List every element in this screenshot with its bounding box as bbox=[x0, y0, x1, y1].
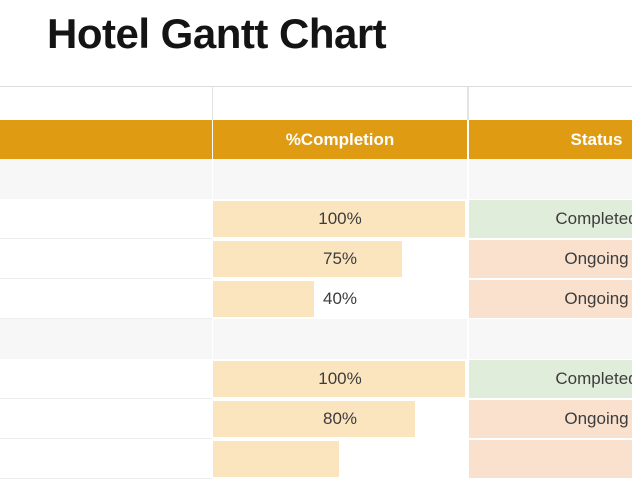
status-fill bbox=[469, 440, 632, 478]
table-row: 40% Ongoing bbox=[0, 279, 632, 319]
blank-cell[interactable] bbox=[469, 87, 632, 120]
task-cell[interactable] bbox=[0, 199, 212, 239]
status-value bbox=[469, 440, 632, 478]
section-row bbox=[0, 159, 632, 199]
status-fill: Ongoing bbox=[469, 240, 632, 278]
status-cell[interactable] bbox=[469, 159, 632, 199]
status-cell[interactable]: Ongoing bbox=[469, 399, 632, 439]
column-gridline bbox=[467, 359, 469, 399]
table-row: 80% Ongoing bbox=[0, 399, 632, 439]
completion-databar bbox=[213, 281, 314, 317]
completion-databar bbox=[213, 361, 465, 397]
completion-cell[interactable]: 100% bbox=[213, 199, 467, 239]
column-gridline bbox=[467, 399, 469, 439]
status-cell[interactable] bbox=[469, 319, 632, 359]
table-row: 100% Completed bbox=[0, 359, 632, 399]
column-gridline bbox=[212, 87, 213, 120]
task-cell[interactable] bbox=[0, 359, 212, 399]
column-gridline bbox=[467, 239, 469, 279]
section-row bbox=[0, 319, 632, 359]
table-row: 75% Ongoing bbox=[0, 239, 632, 279]
completion-value: 75% bbox=[322, 249, 358, 268]
column-gridline bbox=[212, 359, 213, 399]
completion-cell[interactable] bbox=[213, 319, 467, 359]
status-cell[interactable]: Completed bbox=[469, 359, 632, 399]
completion-cell[interactable]: 75% bbox=[213, 239, 467, 279]
table-body: 100% Completed 75% Ongoing 40% Ongoing 100% Com… bbox=[0, 159, 632, 479]
completion-value: 100% bbox=[318, 369, 362, 388]
column-gridline bbox=[467, 120, 469, 159]
completion-databar bbox=[213, 241, 402, 277]
status-cell[interactable]: Ongoing bbox=[469, 279, 632, 319]
column-gridline bbox=[212, 279, 213, 319]
status-value: Ongoing bbox=[564, 249, 629, 268]
status-fill: Ongoing bbox=[469, 400, 632, 438]
column-gridline bbox=[212, 319, 213, 359]
column-gridline bbox=[467, 159, 469, 199]
status-fill: Completed bbox=[469, 360, 632, 398]
status-value: Ongoing bbox=[564, 409, 629, 428]
header-cell-completion[interactable]: %Completion bbox=[213, 120, 467, 159]
header-label-completion: %Completion bbox=[285, 130, 395, 149]
blank-cell[interactable] bbox=[213, 87, 467, 120]
task-cell[interactable] bbox=[0, 319, 212, 359]
task-cell[interactable] bbox=[0, 239, 212, 279]
status-cell[interactable]: Ongoing bbox=[469, 239, 632, 279]
completion-cell[interactable] bbox=[213, 439, 467, 479]
completion-databar bbox=[213, 201, 465, 237]
column-gridline bbox=[467, 199, 469, 239]
completion-value: 80% bbox=[322, 409, 358, 428]
column-gridline bbox=[212, 199, 213, 239]
completion-cell[interactable]: 40% bbox=[213, 279, 467, 319]
task-cell[interactable] bbox=[0, 279, 212, 319]
status-cell[interactable]: Completed bbox=[469, 199, 632, 239]
completion-value bbox=[213, 439, 467, 479]
header-cell-status[interactable]: Status bbox=[469, 120, 632, 159]
completion-cell[interactable] bbox=[213, 159, 467, 199]
completion-value: 100% bbox=[318, 209, 362, 228]
task-cell[interactable] bbox=[0, 439, 212, 479]
column-gridline bbox=[467, 87, 469, 120]
completion-value: 40% bbox=[322, 289, 358, 308]
status-fill: Ongoing bbox=[469, 280, 632, 318]
column-gridline bbox=[467, 319, 469, 359]
blank-cell[interactable] bbox=[0, 87, 212, 120]
column-gridline bbox=[212, 120, 213, 159]
column-gridline bbox=[212, 399, 213, 439]
table-header-row: %Completion Status bbox=[0, 120, 632, 159]
task-cell[interactable] bbox=[0, 159, 212, 199]
column-gridline bbox=[212, 239, 213, 279]
header-label-task bbox=[0, 120, 212, 159]
table-row bbox=[0, 439, 632, 479]
spreadsheet-table: %Completion Status 100% Completed 75% Ongoi… bbox=[0, 86, 632, 479]
column-gridline bbox=[212, 159, 213, 199]
status-cell[interactable] bbox=[469, 439, 632, 479]
column-gridline bbox=[467, 279, 469, 319]
task-cell[interactable] bbox=[0, 399, 212, 439]
blank-spreadsheet-row bbox=[0, 87, 632, 120]
status-value: Completed bbox=[555, 369, 632, 388]
status-value: Ongoing bbox=[564, 289, 629, 308]
header-cell-task[interactable] bbox=[0, 120, 212, 159]
table-row: 100% Completed bbox=[0, 199, 632, 239]
completion-cell[interactable]: 80% bbox=[213, 399, 467, 439]
completion-cell[interactable]: 100% bbox=[213, 359, 467, 399]
page-title: Hotel Gantt Chart bbox=[47, 10, 387, 57]
status-value: Completed bbox=[555, 209, 632, 228]
completion-databar bbox=[213, 401, 415, 437]
header-label-status: Status bbox=[570, 130, 623, 149]
status-fill: Completed bbox=[469, 200, 632, 238]
